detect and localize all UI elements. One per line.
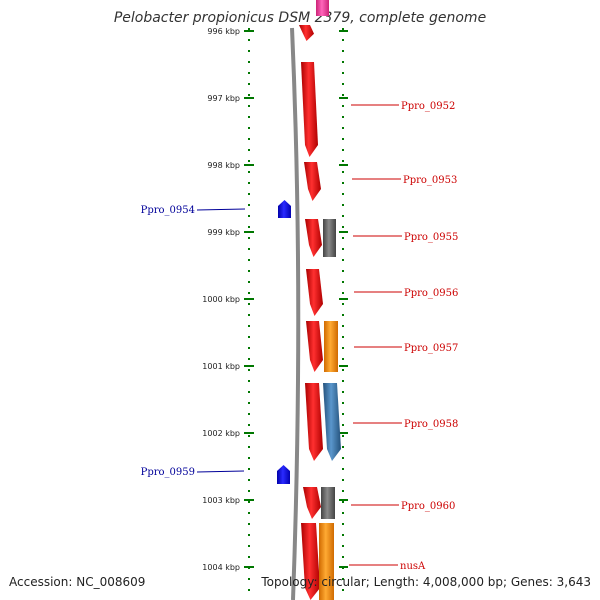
gene-label-ppro-0959[interactable]: Ppro_0959 (141, 467, 195, 478)
leader-line (196, 470, 245, 473)
genome-backbone (290, 27, 301, 600)
ruler-tick-label: 1004 kbp (202, 563, 240, 572)
gene-label-ppro-0953[interactable]: Ppro_0953 (403, 175, 457, 186)
gray-feature[interactable] (323, 219, 336, 257)
forward-gene-arrow[interactable] (301, 62, 318, 157)
forward-gene-arrow[interactable] (306, 321, 323, 372)
blue-feature[interactable] (323, 383, 341, 461)
orange-feature[interactable] (324, 321, 338, 372)
gray-feature[interactable] (321, 487, 335, 519)
ruler-tick-label: 998 kbp (207, 161, 240, 170)
forward-gene-arrow[interactable] (299, 25, 314, 41)
gene-label-ppro-0956[interactable]: Ppro_0956 (404, 288, 458, 299)
leader-line (196, 208, 246, 211)
accession-text: Accession: NC_008609 (9, 575, 146, 589)
forward-gene-arrow[interactable] (304, 162, 321, 201)
reverse-gene-arrow[interactable] (278, 200, 291, 218)
forward-gene-arrow[interactable] (305, 219, 322, 257)
ruler-tick-label: 1000 kbp (202, 295, 240, 304)
reverse-gene-arrow[interactable] (277, 465, 290, 484)
pink-feature[interactable] (316, 0, 329, 16)
ruler-tick-label: 997 kbp (207, 94, 240, 103)
gene-label-ppro-0955[interactable]: Ppro_0955 (404, 232, 458, 243)
ruler-tick-label: 996 kbp (207, 27, 240, 36)
forward-gene-arrow[interactable] (301, 523, 320, 600)
gene-label-ppro-0952[interactable]: Ppro_0952 (401, 101, 455, 112)
gene-label-ppro-0960[interactable]: Ppro_0960 (401, 501, 455, 512)
ruler-tick-label: 1002 kbp (202, 429, 240, 438)
ruler-tick-label: 1003 kbp (202, 496, 240, 505)
gene-label-ppro-0954[interactable]: Ppro_0954 (141, 205, 195, 216)
forward-gene-arrow[interactable] (306, 269, 323, 316)
orange-feature[interactable] (319, 523, 334, 600)
gene-label-ppro-0957[interactable]: Ppro_0957 (404, 343, 458, 354)
ruler-tick-label: 1001 kbp (202, 362, 240, 371)
ruler-tick-label: 999 kbp (207, 228, 240, 237)
gene-label-ppro-0958[interactable]: Ppro_0958 (404, 419, 458, 430)
topology-text: Topology: circular; Length: 4,008,000 bp… (261, 575, 591, 589)
forward-gene-arrow[interactable] (303, 487, 321, 519)
forward-gene-arrow[interactable] (305, 383, 323, 461)
map-title: Pelobacter propionicus DSM 2379, complet… (113, 10, 487, 26)
gene-label-nusa[interactable]: nusA (400, 561, 426, 572)
